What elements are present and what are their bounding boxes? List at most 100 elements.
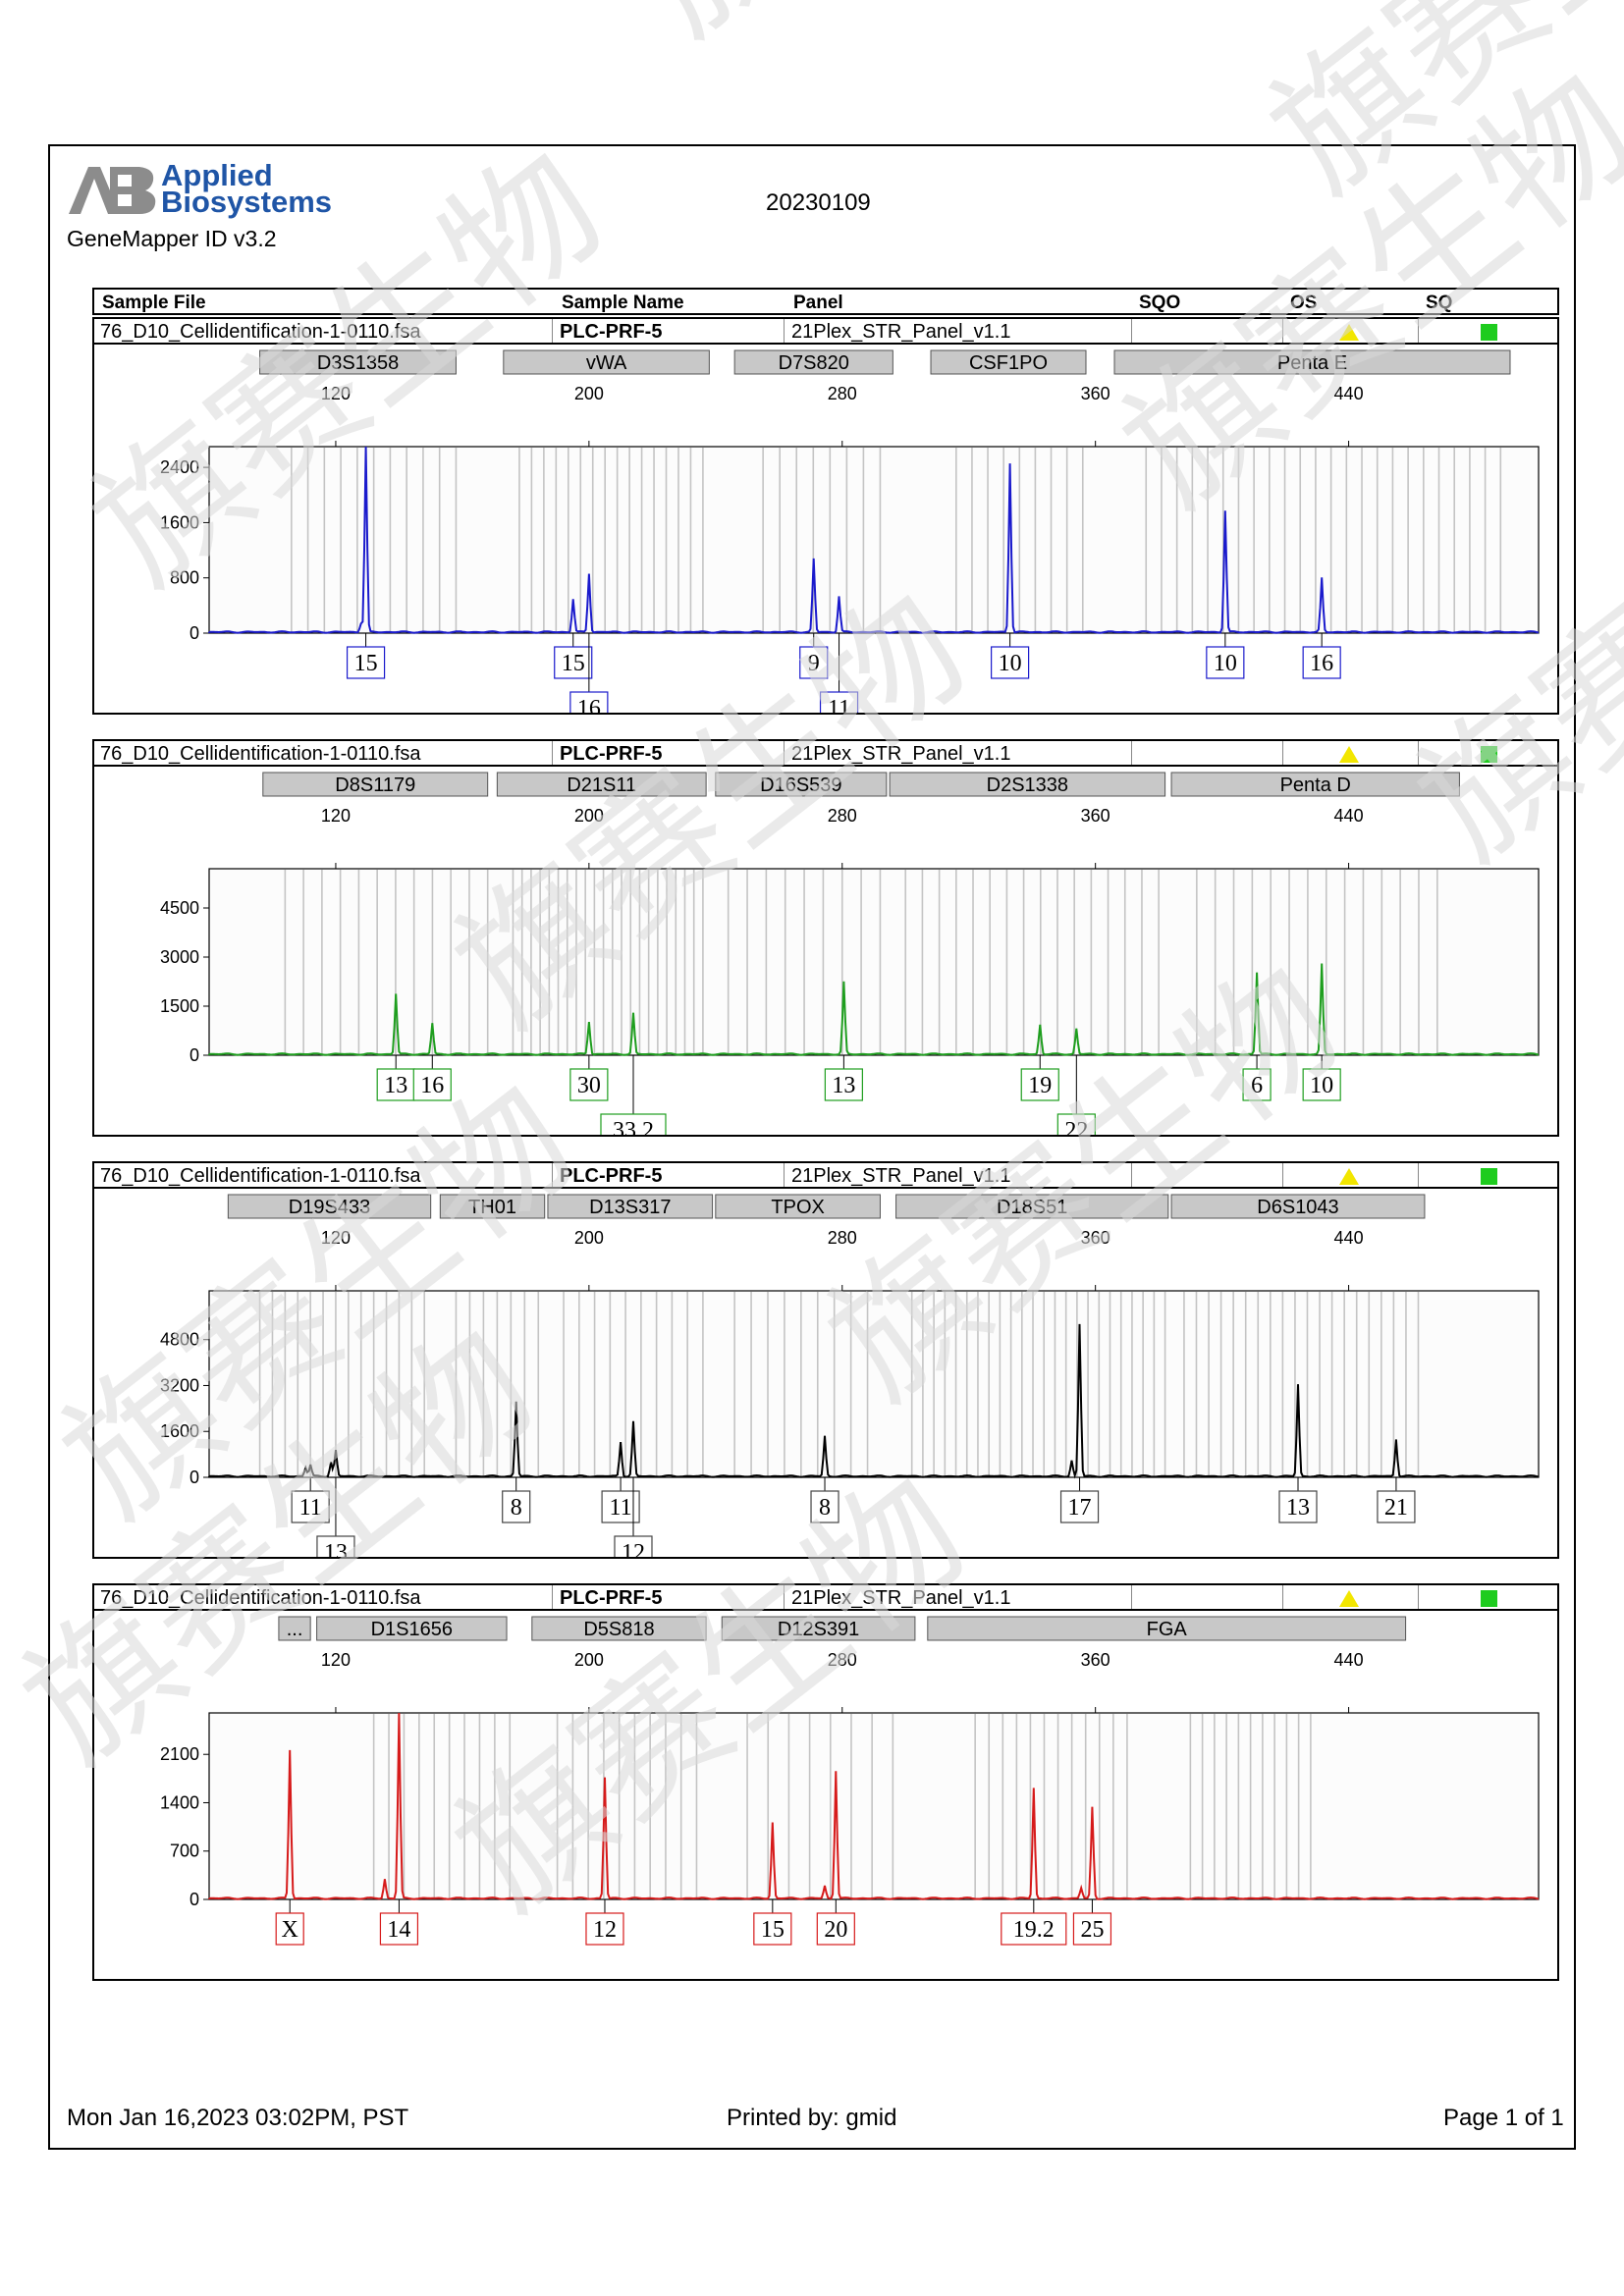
svg-text:D16S539: D16S539 <box>760 774 841 796</box>
locus-marker[interactable]: TPOX <box>715 1194 881 1219</box>
svg-text:D21S11: D21S11 <box>567 774 636 796</box>
allele-label[interactable]: 12 <box>585 1899 624 1946</box>
x-tick-label: 440 <box>1334 384 1364 403</box>
allele-label[interactable]: 30 <box>569 1055 609 1101</box>
locus-marker[interactable]: vWA <box>503 349 710 375</box>
allele-label[interactable]: 8 <box>502 1477 531 1523</box>
locus-marker[interactable]: D3S1358 <box>259 349 457 375</box>
allele-label[interactable]: 10 <box>1206 633 1245 679</box>
allele-label[interactable]: 15 <box>753 1899 792 1946</box>
y-tick-label: 1600 <box>160 512 199 532</box>
allele-label[interactable]: 11 <box>291 1477 330 1523</box>
allele-label[interactable]: 10 <box>1302 1055 1341 1101</box>
locus-marker[interactable]: D6S1043 <box>1170 1194 1426 1219</box>
locus-marker[interactable]: D19S433 <box>227 1194 432 1219</box>
allele-label[interactable]: 16 <box>1302 633 1341 679</box>
allele-label[interactable]: 16 <box>412 1055 452 1101</box>
allele-label[interactable]: 15 <box>554 633 593 679</box>
allele-label[interactable]: 10 <box>991 633 1030 679</box>
svg-text:19: 19 <box>1028 1073 1052 1098</box>
x-tick-label: 120 <box>321 1228 351 1248</box>
allele-label[interactable]: 13 <box>376 1055 415 1101</box>
watermark-text: 旗赛生物 <box>604 0 1173 67</box>
x-tick-label: 200 <box>574 384 604 403</box>
svg-text:D8S1179: D8S1179 <box>335 774 415 796</box>
sample-name-cell: PLC-PRF-5 <box>560 1587 663 1609</box>
allele-label[interactable]: 13 <box>1278 1477 1318 1523</box>
allele-label[interactable]: 13 <box>316 1477 355 1557</box>
x-tick-label: 440 <box>1334 1650 1364 1670</box>
locus-marker[interactable]: D8S1179 <box>262 772 489 797</box>
allele-label[interactable]: 19 <box>1020 1055 1059 1101</box>
allele-label[interactable]: 15 <box>346 633 386 679</box>
electropherogram-panel-3: 76_D10_Cellidentification-1-0110.fsa PLC-… <box>92 1161 1559 1559</box>
locus-marker[interactable]: Penta E <box>1113 349 1511 375</box>
sample-file-cell: 76_D10_Cellidentification-1-0110.fsa <box>100 1587 421 1609</box>
allele-label[interactable]: 17 <box>1059 1477 1100 1523</box>
locus-marker[interactable]: D13S317 <box>547 1194 714 1219</box>
col-sq: SQ <box>1426 293 1453 313</box>
col-sample-file: Sample File <box>102 293 206 313</box>
plot-area <box>208 446 1540 634</box>
allele-label[interactable]: 19.2 <box>1001 1899 1067 1946</box>
allele-label[interactable]: 20 <box>816 1899 855 1946</box>
svg-text:10: 10 <box>1310 1073 1333 1098</box>
column-divider <box>1282 319 1283 343</box>
x-tick-label: 120 <box>321 806 351 826</box>
locus-marker[interactable]: FGA <box>927 1616 1407 1641</box>
locus-marker[interactable]: CSF1PO <box>930 349 1087 375</box>
locus-marker[interactable]: D1S1656 <box>316 1616 508 1641</box>
panel-cell: 21Plex_STR_Panel_v1.1 <box>791 1587 1011 1609</box>
allele-label[interactable]: 8 <box>810 1477 839 1523</box>
allele-label[interactable]: 22 <box>1056 1055 1096 1135</box>
svg-text:D1S1656: D1S1656 <box>371 1619 453 1640</box>
y-tick-label: 0 <box>189 1890 199 1909</box>
y-tick-label: 3200 <box>160 1375 199 1395</box>
locus-marker[interactable]: D12S391 <box>721 1616 916 1641</box>
sq-pass-icon <box>1481 324 1497 341</box>
allele-label[interactable]: 25 <box>1072 1899 1112 1946</box>
locus-marker[interactable]: D5S818 <box>531 1616 707 1641</box>
column-divider <box>1131 319 1132 343</box>
locus-marker[interactable]: TH01 <box>439 1194 546 1219</box>
allele-label[interactable]: 21 <box>1377 1477 1416 1523</box>
panel-cell: 21Plex_STR_Panel_v1.1 <box>791 321 1011 343</box>
locus-marker[interactable]: ... <box>278 1616 311 1641</box>
svg-text:16: 16 <box>420 1073 444 1098</box>
printed-by: Printed by: gmid <box>727 2105 897 2131</box>
svg-text:FGA: FGA <box>1147 1619 1188 1640</box>
svg-text:CSF1PO: CSF1PO <box>969 352 1048 374</box>
locus-marker[interactable]: D21S11 <box>496 772 707 797</box>
svg-text:15: 15 <box>354 651 378 676</box>
locus-marker[interactable]: D2S1338 <box>889 772 1166 797</box>
locus-marker[interactable]: D7S820 <box>733 349 893 375</box>
page-number: Page 1 of 1 <box>1443 2105 1564 2131</box>
locus-marker[interactable]: D18S51 <box>895 1194 1169 1219</box>
sample-row: 76_D10_Cellidentification-1-0110.fsa PLC-… <box>94 1585 1557 1611</box>
allele-label[interactable]: 9 <box>799 633 829 679</box>
sample-file-cell: 76_D10_Cellidentification-1-0110.fsa <box>100 1165 421 1187</box>
allele-label[interactable]: 11 <box>819 633 859 713</box>
sample-file-cell: 76_D10_Cellidentification-1-0110.fsa <box>100 743 421 765</box>
x-tick-label: 360 <box>1081 1228 1110 1248</box>
column-divider <box>1282 1163 1283 1187</box>
allele-label[interactable]: 16 <box>569 633 609 713</box>
x-tick-label: 120 <box>321 1650 351 1670</box>
allele-label[interactable]: 13 <box>824 1055 863 1101</box>
x-tick-label: 200 <box>574 1650 604 1670</box>
column-header-row: Sample File Sample Name Panel SQO OS SQ <box>92 288 1559 315</box>
y-tick-label: 1400 <box>160 1792 199 1812</box>
allele-label[interactable]: 12 <box>614 1477 653 1557</box>
allele-label[interactable]: 6 <box>1242 1055 1272 1101</box>
electropherogram-plot: D3S1358 vWA D7S820 CSF1PO Penta E 120 200 280 36… <box>160 349 1540 713</box>
allele-label[interactable]: 33.2 <box>600 1055 667 1135</box>
column-divider <box>552 1163 553 1187</box>
allele-label[interactable]: X <box>275 1899 304 1946</box>
locus-marker[interactable]: D16S539 <box>715 772 888 797</box>
plot-area <box>208 1712 1540 1900</box>
allele-label[interactable]: 14 <box>379 1899 419 1946</box>
locus-marker[interactable]: Penta D <box>1170 772 1460 797</box>
column-divider <box>552 1585 553 1609</box>
panel-cell: 21Plex_STR_Panel_v1.1 <box>791 1165 1011 1187</box>
